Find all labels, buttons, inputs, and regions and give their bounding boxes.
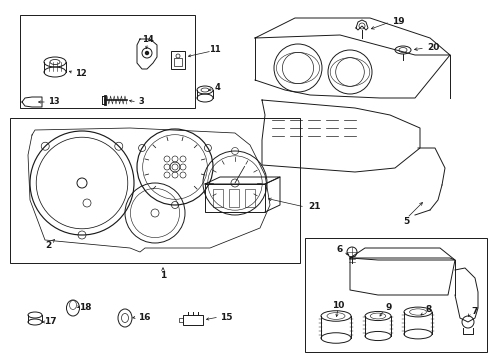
Text: 17: 17 (44, 318, 57, 327)
Polygon shape (22, 97, 42, 107)
Text: 11: 11 (209, 45, 221, 54)
Circle shape (145, 51, 148, 54)
Bar (174, 58, 182, 66)
Bar (305, 238, 486, 352)
Text: 18: 18 (79, 302, 91, 311)
Text: 10: 10 (331, 301, 344, 310)
Text: 6: 6 (336, 246, 343, 255)
Text: 14: 14 (142, 36, 154, 45)
Text: 21: 21 (307, 202, 320, 211)
Text: 5: 5 (402, 217, 408, 226)
Text: 15: 15 (220, 312, 232, 321)
Text: 16: 16 (138, 312, 150, 321)
Bar (20, 15, 195, 108)
Text: 20: 20 (426, 44, 439, 53)
Bar (10, 118, 299, 263)
Bar (204, 184, 264, 212)
Bar (228, 189, 239, 207)
Text: 7: 7 (470, 306, 476, 315)
Bar (244, 189, 254, 207)
Text: 9: 9 (384, 302, 390, 311)
Bar (213, 189, 223, 207)
Text: 13: 13 (48, 98, 60, 107)
Text: 12: 12 (75, 68, 86, 77)
Text: 3: 3 (138, 98, 143, 107)
Text: 19: 19 (391, 18, 404, 27)
Polygon shape (137, 39, 157, 69)
Text: 8: 8 (424, 306, 430, 315)
Text: 2: 2 (45, 240, 51, 249)
Text: 1: 1 (160, 270, 166, 279)
Bar (171, 51, 184, 69)
Bar (183, 315, 203, 325)
Text: 4: 4 (215, 84, 221, 93)
